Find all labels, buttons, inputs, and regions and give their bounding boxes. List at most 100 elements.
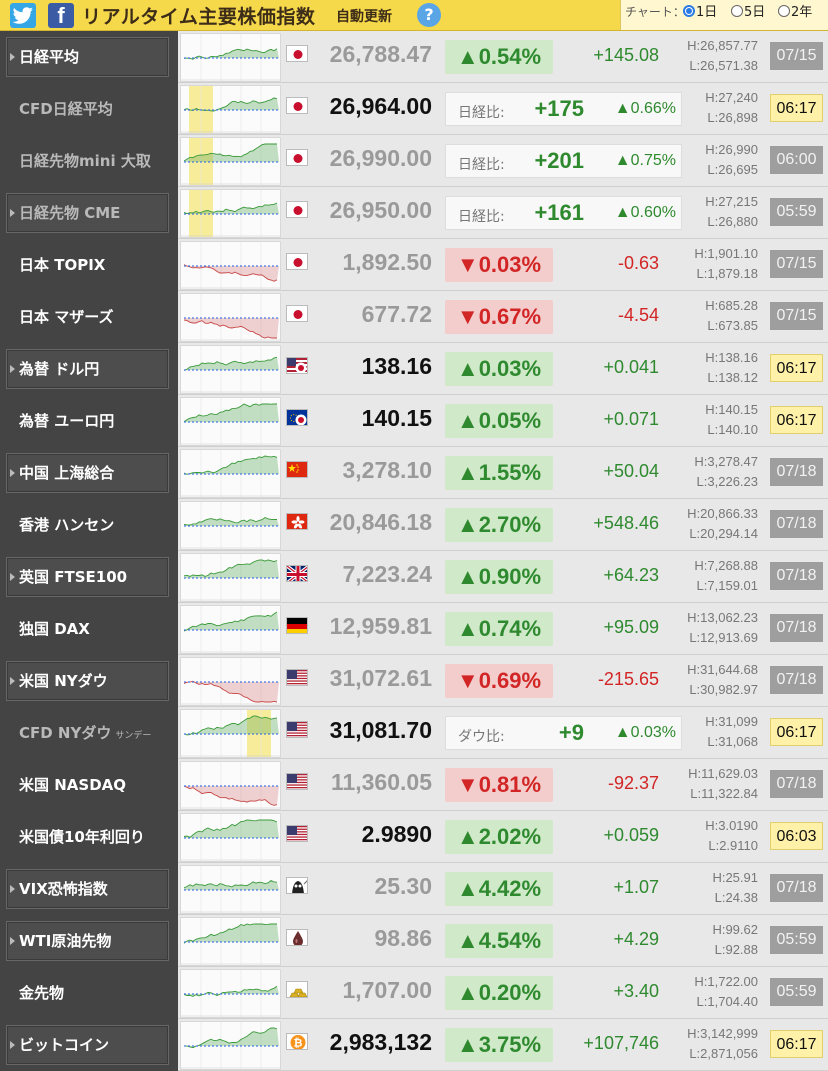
facebook-icon[interactable]: f [48,3,74,28]
table-row[interactable]: ビットコイン ₿ 2,983,132 ▲3.75% +107,746 H:3,142,99… [0,1019,828,1071]
mini-chart[interactable] [180,605,281,654]
twitter-icon[interactable] [10,3,36,28]
mini-chart[interactable] [180,345,281,394]
row-name-button[interactable]: VIX恐怖指数 [6,869,169,909]
help-icon[interactable]: ? [417,3,441,27]
table-row[interactable]: CFD NYダウ サンデー 31,081.70 ダウ比: +9 ▲0.03% H:31,09… [0,707,828,759]
table-row[interactable]: 金先物 1,707.00 ▲0.20% +3.40 H:1,722.00 L:1,704.… [0,967,828,1019]
chart-range-1day-radio[interactable]: 1日 [683,5,717,21]
row-name-cell[interactable]: CFD日経平均 [0,83,178,135]
mini-chart[interactable] [180,85,281,134]
row-name-button[interactable]: 米国 NASDAQ [6,765,169,805]
usd-jpy-flag-icon [286,357,308,374]
chart-range-5day-radio[interactable]: 5日 [731,5,765,21]
row-name-button[interactable]: 香港 ハンセン [6,505,169,545]
table-row[interactable]: VIX恐怖指数 25.30 ▲4.42% +1.07 H:25.91 L:24.38 07/… [0,863,828,915]
row-name-cell[interactable]: VIX恐怖指数 [0,863,178,915]
row-name-cell[interactable]: 香港 ハンセン [0,499,178,551]
table-row[interactable]: CFD日経平均 26,964.00 日経比: +175 ▲0.66% H:27,240 L:… [0,83,828,135]
price-value: 3,278.10 [342,457,432,483]
mini-chart[interactable] [180,865,281,914]
row-name-cell[interactable]: ビットコイン [0,1019,178,1071]
table-row[interactable]: 日経平均 26,788.47 ▲0.54% +145.08 H:26,857.77 L:2… [0,31,828,83]
row-name-button[interactable]: 日経先物 CME [6,193,169,233]
row-name-button[interactable]: 為替 ユーロ円 [6,401,169,441]
table-row[interactable]: 為替 ドル円 138.16 ▲0.03% +0.041 H:138.16 L:138.12… [0,343,828,395]
mini-chart[interactable] [180,969,281,1018]
table-row[interactable]: 香港 ハンセン 20,846.18 ▲2.70% +548.46 H:20,866.33… [0,499,828,551]
row-name-cell[interactable]: 日経平均 [0,31,178,83]
table-row[interactable]: 中国 上海総合 3,278.10 ▲1.55% +50.04 H:3,278.47 L:3… [0,447,828,499]
row-name-cell[interactable]: 英国 FTSE100 [0,551,178,603]
mini-chart[interactable] [180,449,281,498]
high-low: H:26,990 L:26,695 [664,140,758,180]
row-name-cell[interactable]: 金先物 [0,967,178,1019]
row-name-button[interactable]: 為替 ドル円 [6,349,169,389]
table-row[interactable]: 日経先物 CME 26,950.00 日経比: +161 ▲0.60% H:27,215 L… [0,187,828,239]
mini-chart[interactable] [180,189,281,238]
row-name-cell[interactable]: 為替 ユーロ円 [0,395,178,447]
usa-flag-icon [286,721,308,738]
mini-chart[interactable] [180,501,281,550]
row-name-cell[interactable]: 独国 DAX [0,603,178,655]
table-row[interactable]: 為替 ユーロ円 140.15 ▲0.05% +0.071 H:140.15 L:140.1… [0,395,828,447]
mini-chart[interactable] [180,657,281,706]
row-name-button[interactable]: WTI原油先物 [6,921,169,961]
mini-chart[interactable] [180,761,281,810]
row-name-button[interactable]: 中国 上海総合 [6,453,169,493]
mini-chart[interactable] [180,137,281,186]
table-row[interactable]: WTI原油先物 98.86 ▲4.54% +4.29 H:99.62 L:92.88 05:… [0,915,828,967]
price-value: 140.15 [361,405,432,431]
row-name-button[interactable]: 金先物 [6,973,169,1013]
mini-chart[interactable] [180,553,281,602]
mini-chart[interactable] [180,1021,281,1070]
table-row[interactable]: 日経先物mini 大取 26,990.00 日経比: +201 ▲0.75% H:26,9… [0,135,828,187]
mini-chart[interactable] [180,33,281,82]
mini-chart[interactable] [180,709,281,758]
update-time: 07/15 [770,302,823,330]
row-name-cell[interactable]: 米国 NYダウ [0,655,178,707]
row-name-button[interactable]: 米国債10年利回り [6,817,169,857]
table-row[interactable]: 米国債10年利回り 2.9890 ▲2.02% +0.059 H:3.0190 L:2.9… [0,811,828,863]
table-row[interactable]: 米国 NYダウ 31,072.61 ▼0.69% -215.65 H:31,644.68… [0,655,828,707]
row-name-button[interactable]: 英国 FTSE100 [6,557,169,597]
table-row[interactable]: 米国 NASDAQ 11,360.05 ▼0.81% -92.37 H:11,629.0… [0,759,828,811]
diff-label: 日経比: [458,209,505,225]
row-name-cell[interactable]: 日本 マザーズ [0,291,178,343]
table-row[interactable]: 日本 TOPIX 1,892.50 ▼0.03% -0.63 H:1,901.10 L:1… [0,239,828,291]
mini-chart[interactable] [180,917,281,966]
row-name-button[interactable]: 日経平均 [6,37,169,77]
row-name-cell[interactable]: 米国 NASDAQ [0,759,178,811]
row-name-button[interactable]: 独国 DAX [6,609,169,649]
row-name-cell[interactable]: 日経先物mini 大取 [0,135,178,187]
low-value: L:26,695 [707,162,758,177]
row-name-cell[interactable]: 中国 上海総合 [0,447,178,499]
row-name-button[interactable]: CFD NYダウ サンデー [6,713,169,753]
mini-chart[interactable] [180,241,281,290]
row-name-cell[interactable]: 日本 TOPIX [0,239,178,291]
row-name-cell[interactable]: 為替 ドル円 [0,343,178,395]
table-row[interactable]: 独国 DAX 12,959.81 ▲0.74% +95.09 H:13,062.23 L:… [0,603,828,655]
row-name-cell[interactable]: 日経先物 CME [0,187,178,239]
row-name-button[interactable]: CFD日経平均 [6,89,169,129]
row-name-cell[interactable]: CFD NYダウ サンデー [0,707,178,759]
low-value: L:92.88 [714,942,758,957]
row-name-button[interactable]: 日本 マザーズ [6,297,169,337]
row-name-button[interactable]: 日経先物mini 大取 [6,141,169,181]
table-row[interactable]: 日本 マザーズ 677.72 ▼0.67% -4.54 H:685.28 L:673.85… [0,291,828,343]
high-value: H:11,629.03 [688,766,758,781]
update-time: 06:17 [770,1030,823,1058]
mini-chart[interactable] [180,813,281,862]
row-name-button[interactable]: 米国 NYダウ [6,661,169,701]
chart-range-2year-radio[interactable]: 2年 [778,5,812,21]
row-name-sub: サンデー [115,731,152,741]
mini-chart[interactable] [180,397,281,446]
row-name-cell[interactable]: WTI原油先物 [0,915,178,967]
bitcoin-icon: ₿ [286,1033,308,1050]
mini-chart[interactable] [180,293,281,342]
row-name-cell[interactable]: 米国債10年利回り [0,811,178,863]
table-row[interactable]: 英国 FTSE100 7,223.24 ▲0.90% +64.23 H:7,268.88… [0,551,828,603]
row-name-button[interactable]: 日本 TOPIX [6,245,169,285]
row-name-button[interactable]: ビットコイン [6,1025,169,1065]
auto-update-label[interactable]: 自動更新 [336,9,392,25]
